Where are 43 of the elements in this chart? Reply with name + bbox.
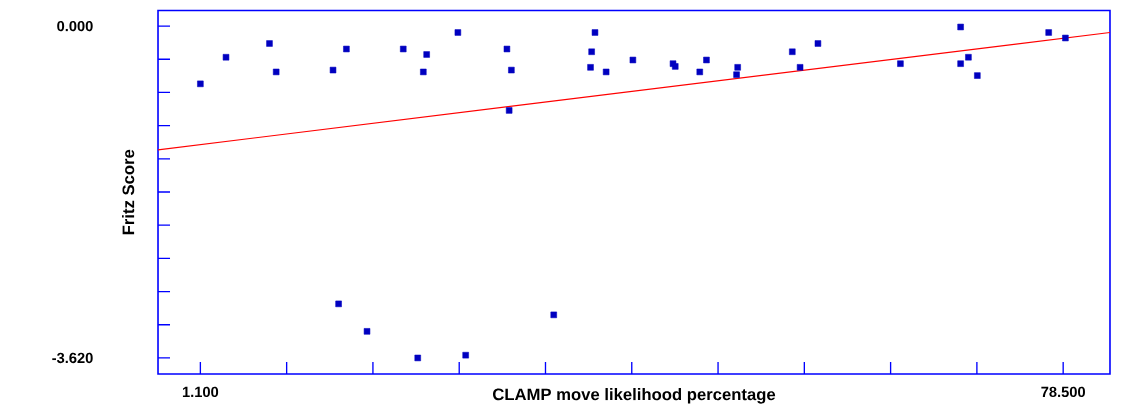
point [957,23,964,31]
point [222,54,230,61]
y-tick-label: 0.000 [57,20,93,32]
point [420,68,427,76]
point [400,45,407,53]
point [587,64,594,71]
point [329,66,337,74]
point [588,48,595,55]
point [696,68,703,76]
point [508,66,515,74]
point [703,56,710,64]
x-tick-label: 78.500 [1041,386,1085,398]
point [629,56,637,64]
point [974,72,981,79]
point [1045,29,1052,36]
point [965,54,972,61]
y-axis-title: Fritz Score [122,149,135,235]
point [796,64,804,71]
point [550,311,557,319]
point [414,354,421,362]
point [343,45,350,53]
point [197,80,204,88]
point [363,328,371,335]
y-tick-label: -3.620 [52,352,93,364]
point [505,107,513,114]
point [272,68,280,76]
point [454,29,462,36]
point [789,48,796,55]
point [733,71,740,78]
point [957,60,964,67]
point [503,45,511,53]
x-axis-title: CLAMP move likelihood percentage [493,388,776,404]
point [266,40,273,47]
point [814,40,822,47]
point [897,60,904,67]
point [1062,34,1069,42]
point [462,351,469,359]
point [591,29,599,36]
point [734,64,741,71]
x-tick-label: 1.100 [182,386,219,398]
point [335,300,342,308]
point [423,51,430,58]
point [602,68,610,76]
